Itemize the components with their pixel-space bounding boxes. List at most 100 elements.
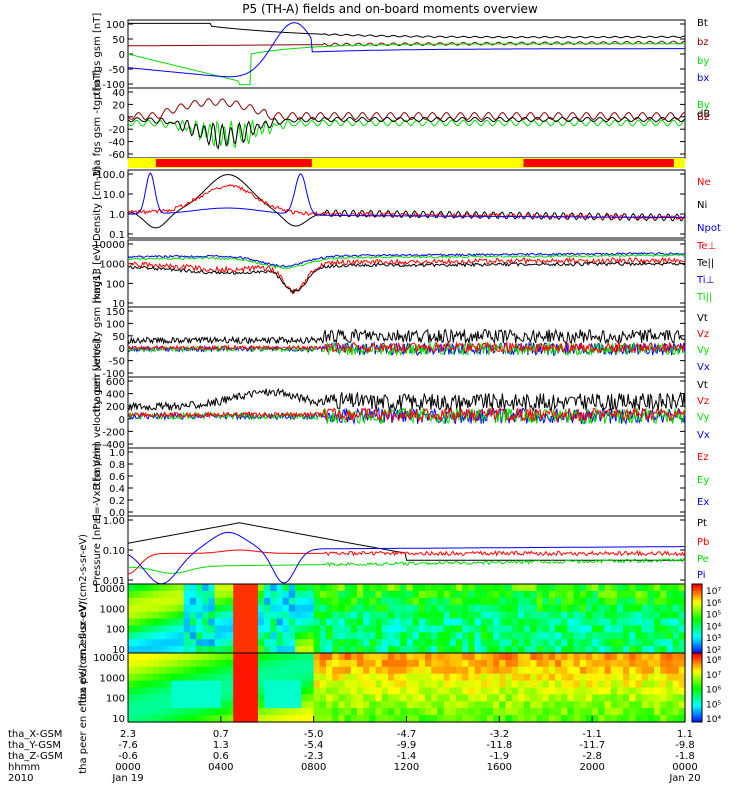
heatmap-cell <box>567 653 575 661</box>
heatmap-cell <box>573 680 581 689</box>
heatmap-cell <box>295 611 302 620</box>
y-tick-label: 0.8 <box>109 460 125 471</box>
heatmap-cell <box>214 632 222 640</box>
heatmap-cell <box>332 701 340 709</box>
heatmap-cell <box>623 618 630 626</box>
heatmap-cell <box>505 653 513 661</box>
heatmap-cell <box>635 659 643 668</box>
heatmap-cell <box>610 694 618 702</box>
heatmap-cell <box>499 604 507 613</box>
heatmap-cell <box>536 639 544 647</box>
heatmap-cell <box>418 584 426 592</box>
heatmap-cell <box>356 632 364 640</box>
heatmap-cell <box>561 590 569 599</box>
heatmap-cell <box>295 715 302 723</box>
heatmap-cell <box>227 680 234 689</box>
heatmap-cell <box>146 646 154 654</box>
heatmap-cell <box>134 646 141 654</box>
heatmap-cell <box>678 611 686 620</box>
heatmap-cell <box>449 597 457 606</box>
heatmap-cell <box>468 687 476 695</box>
heatmap-cell <box>140 590 148 599</box>
heatmap-cell <box>375 653 383 661</box>
heatmap-cell <box>276 680 284 689</box>
heatmap-cell <box>326 604 333 613</box>
heatmap-cell <box>542 694 550 702</box>
heatmap-cell <box>486 680 494 689</box>
heatmap-cell <box>585 584 593 592</box>
x-col-hhmm: 0400 <box>208 762 233 773</box>
heatmap-cell <box>474 659 482 668</box>
heatmap-cell <box>270 625 278 633</box>
colorbar-tick-label: 10⁷ <box>706 671 721 681</box>
heatmap-cell <box>332 604 340 613</box>
heatmap-cell <box>363 625 370 633</box>
colorbar-segment <box>692 671 702 675</box>
heatmap-cell <box>598 618 606 626</box>
x-col-hhmm: 2000 <box>579 762 604 773</box>
heatmap-cell <box>326 597 333 606</box>
heatmap-cell <box>400 646 408 654</box>
y-tick-label: 10 <box>112 645 125 656</box>
heatmap-cell <box>165 611 172 620</box>
heatmap-cell <box>536 604 544 613</box>
heatmap-cell <box>406 666 414 675</box>
heatmap-cell <box>264 687 271 695</box>
heatmap-cell <box>592 666 599 675</box>
heatmap-cell <box>536 694 544 702</box>
x-col-hhmm: 1600 <box>487 762 512 773</box>
heatmap-cell <box>623 597 630 606</box>
heatmap-cell <box>233 597 240 606</box>
heatmap-cell <box>641 701 649 709</box>
heatmap-cell <box>338 584 346 592</box>
heatmap-cell <box>418 673 426 682</box>
heatmap-cell <box>555 625 562 633</box>
heatmap-cell <box>666 590 674 599</box>
heatmap-cell <box>493 701 500 709</box>
trace-te-par <box>127 261 686 295</box>
heatmap-cell <box>165 680 172 689</box>
heatmap-cell <box>536 625 544 633</box>
y-tick-label: -50 <box>109 357 125 368</box>
heatmap-cell <box>301 590 309 599</box>
y-tick-label: 0 <box>119 113 125 124</box>
heatmap-cell <box>295 604 302 613</box>
heatmap-cell <box>548 673 556 682</box>
heatmap-cell <box>165 604 172 613</box>
heatmap-cell <box>381 666 389 675</box>
heatmap-cell <box>660 639 668 647</box>
heatmap-cell <box>394 659 401 668</box>
heatmap-cell <box>257 659 265 668</box>
heatmap-cell <box>381 701 389 709</box>
heatmap-cell <box>530 666 538 675</box>
heatmap-cell <box>672 715 680 723</box>
heatmap-cell <box>196 715 203 723</box>
heatmap-cell <box>641 611 649 620</box>
heatmap-cell <box>152 715 160 723</box>
heatmap-cell <box>462 639 469 647</box>
heatmap-cell <box>418 708 426 716</box>
heatmap-cell <box>158 680 166 689</box>
colorbar-segment <box>692 719 702 723</box>
heatmap-cell <box>140 646 148 654</box>
heatmap-cell <box>579 701 587 709</box>
heatmap-cell <box>128 646 135 654</box>
heatmap-cell <box>486 604 494 613</box>
heatmap-cell <box>604 653 612 661</box>
heatmap-cell <box>536 646 544 654</box>
colorbar-segment <box>692 648 702 652</box>
heatmap-cell <box>158 590 166 599</box>
heatmap-cell <box>363 687 370 695</box>
heatmap-cell <box>412 687 420 695</box>
heatmap-cell <box>356 680 364 689</box>
heatmap-cell <box>319 597 327 606</box>
heatmap-cell <box>443 694 451 702</box>
heatmap-cell <box>375 694 383 702</box>
heatmap-cell <box>295 694 302 702</box>
heatmap-cell <box>227 590 234 599</box>
heatmap-cell <box>548 604 556 613</box>
heatmap-cell <box>418 632 426 640</box>
heatmap-cell <box>666 715 674 723</box>
heatmap-cell <box>158 708 166 716</box>
